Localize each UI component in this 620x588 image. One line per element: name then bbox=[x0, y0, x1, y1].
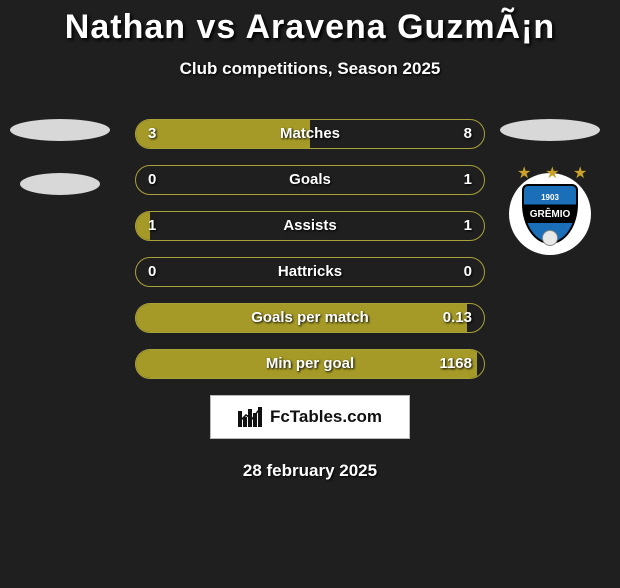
subtitle: Club competitions, Season 2025 bbox=[0, 59, 620, 79]
stat-row: Goals per match0.13 bbox=[135, 303, 485, 333]
placeholder-ellipse bbox=[500, 119, 600, 141]
stat-row: 3Matches8 bbox=[135, 119, 485, 149]
left-player-badges bbox=[10, 119, 110, 227]
stat-row: 0Hattricks0 bbox=[135, 257, 485, 287]
stat-label: Matches bbox=[136, 120, 484, 148]
brand-badge: FcTables.com bbox=[210, 395, 410, 439]
club-name: GRÊMIO bbox=[524, 209, 576, 220]
stat-value-right: 0 bbox=[464, 258, 472, 286]
stat-bars: 3Matches80Goals11Assists10Hattricks0Goal… bbox=[135, 119, 485, 379]
right-player-badges: ★ ★ ★ 1903 GRÊMIO bbox=[500, 119, 600, 255]
club-year: 1903 bbox=[524, 193, 576, 202]
club-badge: ★ ★ ★ 1903 GRÊMIO bbox=[500, 173, 600, 255]
stat-label: Min per goal bbox=[136, 350, 484, 378]
title: Nathan vs Aravena GuzmÃ¡n bbox=[0, 8, 620, 47]
stat-row: 0Goals1 bbox=[135, 165, 485, 195]
stat-value-right: 1 bbox=[464, 212, 472, 240]
stat-value-right: 8 bbox=[464, 120, 472, 148]
date: 28 february 2025 bbox=[0, 461, 620, 481]
comparison-panel: ★ ★ ★ 1903 GRÊMIO 3Matches80Goals11Assis… bbox=[0, 119, 620, 379]
star-icon: ★ bbox=[517, 163, 527, 173]
stat-label: Goals bbox=[136, 166, 484, 194]
stat-label: Assists bbox=[136, 212, 484, 240]
placeholder-ellipse bbox=[10, 119, 110, 141]
stat-value-right: 1 bbox=[464, 166, 472, 194]
club-shield: 1903 GRÊMIO bbox=[522, 184, 578, 244]
stat-row: 1Assists1 bbox=[135, 211, 485, 241]
stat-value-right: 1168 bbox=[439, 350, 472, 378]
placeholder-ellipse bbox=[20, 173, 100, 195]
star-icon: ★ bbox=[545, 163, 555, 173]
brand-text: FcTables.com bbox=[270, 407, 382, 427]
stat-row: Min per goal1168 bbox=[135, 349, 485, 379]
stat-label: Goals per match bbox=[136, 304, 484, 332]
star-icon: ★ bbox=[573, 163, 583, 173]
brand-chart-icon bbox=[238, 407, 264, 427]
stat-value-right: 0.13 bbox=[443, 304, 472, 332]
ball-icon bbox=[542, 230, 558, 246]
stat-label: Hattricks bbox=[136, 258, 484, 286]
